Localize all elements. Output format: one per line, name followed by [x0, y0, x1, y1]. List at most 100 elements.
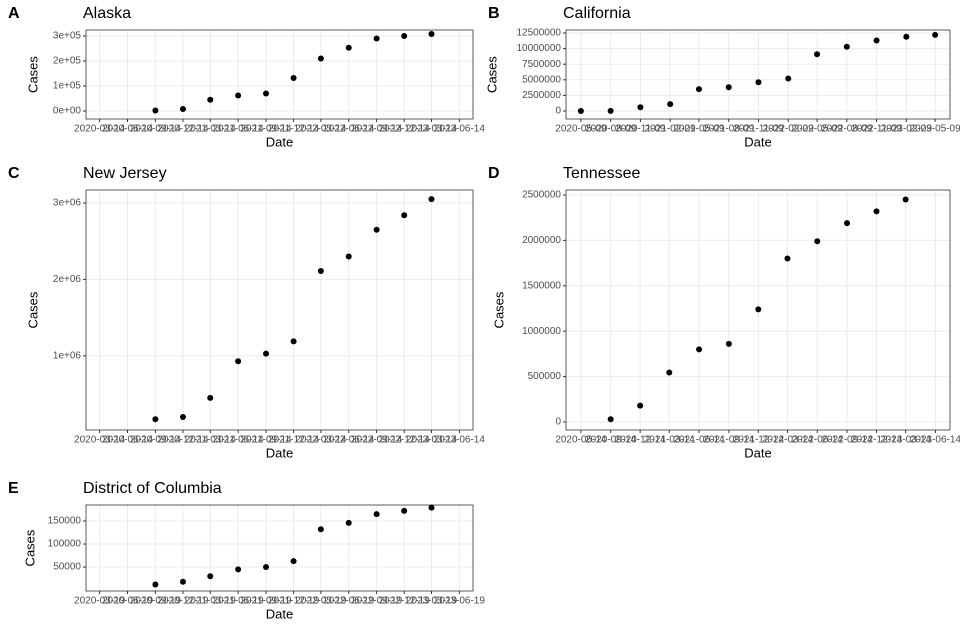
- point: [696, 346, 703, 353]
- x-tick-label: 2022-06-14: [323, 124, 375, 135]
- x-tick-label: 2020-03-14: [74, 435, 126, 446]
- x-tick-label: 2022-02-09: [763, 124, 815, 135]
- x-tick-label: 2021-11-09: [733, 124, 784, 135]
- point: [207, 573, 214, 580]
- point: [843, 43, 850, 50]
- x-tick-label: 2022-06-14: [323, 435, 375, 446]
- panel-tag: B: [488, 5, 500, 22]
- panel-title: District of Columbia: [83, 480, 222, 497]
- y-tick-label: 10000000: [517, 43, 562, 54]
- point: [873, 208, 880, 215]
- y-tick-label: 1e+05: [53, 81, 82, 92]
- x-tick-label: 2022-09-19: [351, 596, 403, 607]
- y-axis-title: Cases: [25, 291, 40, 328]
- point: [785, 75, 792, 82]
- point: [290, 75, 297, 81]
- y-axis-title: Cases: [22, 529, 37, 566]
- y-tick-label: 150000: [48, 516, 82, 527]
- y-tick-label: 3e+06: [53, 198, 82, 209]
- point: [725, 340, 732, 347]
- y-tick-label: 0e+00: [53, 106, 82, 117]
- y-tick-label: 7500000: [522, 59, 561, 70]
- x-tick-label: 2020-05-09: [555, 124, 607, 135]
- point: [290, 558, 297, 565]
- y-tick-label: 5000000: [522, 74, 561, 85]
- x-tick-label: 2023-03-14: [406, 124, 458, 135]
- panel: 0 2500000 5000000 7500000 10000000 12500000 20…: [484, 5, 960, 149]
- point: [373, 511, 380, 518]
- plot-border: [85, 504, 474, 592]
- x-tick-label: 2021-09-14: [240, 435, 292, 446]
- x-tick-label: 2022-12-14: [379, 435, 431, 446]
- x-axis-title: Date: [744, 134, 771, 149]
- plot-border: [565, 189, 951, 431]
- x-tick-label: 2021-06-19: [213, 596, 265, 607]
- x-tick-label: 2020-06-14: [102, 124, 154, 135]
- point: [401, 212, 408, 219]
- y-tick-label: 3e+05: [53, 31, 82, 42]
- point: [345, 253, 352, 260]
- point: [902, 196, 909, 203]
- x-tick-label: 2021-12-14: [733, 435, 785, 446]
- x-tick-label: 2022-03-14: [295, 124, 347, 135]
- x-tick-label: 2021-03-19: [185, 596, 237, 607]
- point: [345, 519, 352, 526]
- panel-tag: E: [8, 480, 19, 497]
- point: [317, 268, 324, 275]
- x-tick-label: 2020-12-14: [157, 435, 209, 446]
- point: [401, 507, 408, 514]
- x-tick-label: 2023-06-14: [434, 124, 486, 135]
- y-tick-label: 2000000: [522, 235, 561, 246]
- x-tick-label: 2022-05-09: [791, 124, 843, 135]
- x-tick-label: 2021-09-19: [240, 596, 292, 607]
- point: [317, 526, 324, 533]
- x-axis-title: Date: [266, 445, 293, 460]
- point: [637, 104, 644, 111]
- x-tick-label: 2020-09-14: [130, 124, 182, 135]
- point: [373, 35, 380, 42]
- plot-background: [86, 190, 473, 430]
- point: [932, 31, 939, 38]
- x-tick-label: 2021-09-14: [240, 124, 292, 135]
- y-tick-label: 2500000: [522, 90, 561, 101]
- x-tick-label: 2023-06-14: [910, 435, 960, 446]
- plot-border: [85, 29, 474, 120]
- x-tick-label: 2020-06-19: [102, 596, 154, 607]
- point: [755, 79, 762, 86]
- x-tick-label: 2023-05-09: [910, 124, 960, 135]
- x-tick-label: 2022-03-14: [762, 435, 814, 446]
- point: [152, 107, 159, 114]
- y-tick-label: 1000000: [522, 326, 561, 337]
- y-tick-label: 0: [555, 106, 561, 117]
- point: [428, 196, 435, 203]
- point: [428, 31, 435, 37]
- point: [725, 84, 732, 91]
- x-tick-label: 2020-06-14: [555, 435, 607, 446]
- point: [607, 416, 614, 423]
- x-tick-label: 2023-03-14: [406, 435, 458, 446]
- point: [235, 358, 242, 365]
- x-tick-label: 2023-06-19: [434, 596, 486, 607]
- plot-border: [85, 189, 474, 431]
- point: [577, 107, 584, 114]
- point: [263, 350, 270, 357]
- y-tick-label: 100000: [48, 539, 82, 550]
- x-tick-label: 2020-11-09: [615, 124, 666, 135]
- point: [667, 101, 674, 108]
- x-tick-label: 2022-03-14: [295, 435, 347, 446]
- y-axis-title: Cases: [491, 291, 506, 328]
- x-tick-label: 2021-12-14: [268, 435, 320, 446]
- panel-title: New Jersey: [83, 165, 167, 182]
- panel: 1e+06 2e+06 3e+06 2020-03-142020-06-142020-…: [8, 165, 485, 460]
- point: [755, 306, 762, 313]
- x-tick-label: 2020-12-19: [157, 596, 209, 607]
- panel: 0e+00 1e+05 2e+05 3e+05 2020-03-142020-06-14…: [8, 5, 485, 149]
- panel-tag: A: [8, 5, 20, 22]
- point: [873, 37, 880, 44]
- x-tick-label: 2022-12-19: [379, 596, 431, 607]
- point: [290, 338, 297, 345]
- x-axis-title: Date: [266, 134, 293, 149]
- y-tick-label: 12500000: [517, 28, 562, 39]
- x-tick-label: 2022-12-14: [379, 124, 431, 135]
